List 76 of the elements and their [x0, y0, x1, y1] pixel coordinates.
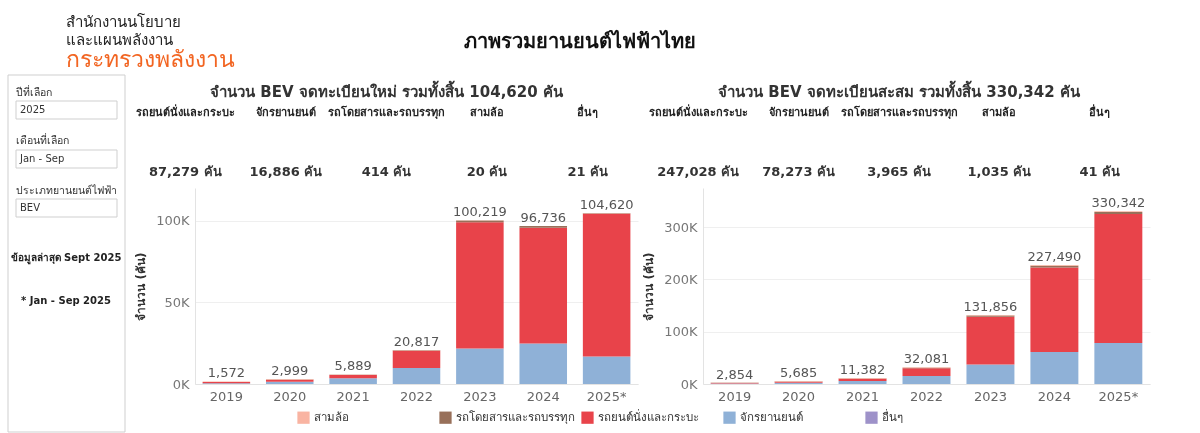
text: 21 คัน: [567, 164, 609, 179]
x-tick-label: 2020: [273, 388, 307, 404]
x-tick-label: 2022: [909, 388, 944, 404]
text: 2025: [20, 104, 46, 115]
text: 3,965 คัน: [867, 164, 931, 179]
x-tick-label: 2025*: [586, 388, 627, 404]
total-label: 11,382: [839, 362, 886, 378]
total-label: 227,490: [1027, 249, 1082, 265]
x-tick-label: 2023: [973, 388, 1007, 404]
y-tick-label: 200K: [664, 271, 698, 287]
text: เดือนที่เลือก: [16, 133, 69, 146]
total-label: 96,736: [520, 210, 566, 225]
legend-label: รถยนต์นั่งและกระบะ: [598, 408, 699, 424]
text: จักรยานยนต์: [255, 106, 316, 119]
text: อื่นๆ: [1089, 104, 1111, 119]
text: และแผนพลังงาน: [66, 31, 173, 49]
total-label: 5,685: [779, 365, 818, 381]
text: BEV: [20, 202, 41, 213]
x-tick-label: 2024: [526, 388, 560, 404]
text: สามล้อ: [982, 106, 1017, 119]
y-axis-title: จำนวน (คัน): [134, 252, 149, 321]
text: กระทรวงพลังงาน: [66, 46, 235, 72]
text: * Jan - Sep 2025: [21, 295, 111, 306]
text: ประเภทยานยนต์ไฟฟ้า: [16, 184, 117, 196]
total-label: 131,856: [963, 299, 1018, 315]
total-label: 2,999: [271, 363, 309, 379]
text: 87,279 คัน: [148, 164, 222, 179]
x-tick-label: 2021: [336, 388, 370, 404]
y-tick-label: 0K: [680, 376, 698, 392]
text: 414 คัน: [361, 164, 412, 179]
x-tick-label: 2024: [1037, 388, 1071, 404]
x-tick-label: 2025*: [1098, 388, 1139, 404]
text: สำนักงานนโยบาย: [66, 13, 181, 31]
text: รถยนต์นั่งและกระบะ: [648, 104, 748, 119]
y-tick-label: 100K: [664, 324, 698, 340]
legend-label: จักรยานยนต์: [740, 409, 803, 424]
legend-label: สามล้อ: [314, 409, 349, 424]
total-label: 20,817: [393, 334, 440, 349]
text: ปีที่เลือก: [16, 85, 52, 98]
y-tick-label: 100K: [156, 213, 190, 229]
y-tick-label: 0K: [172, 376, 190, 392]
x-tick-label: 2023: [463, 388, 497, 404]
text: 16,886 คัน: [249, 164, 323, 179]
total-label: 2,854: [716, 366, 754, 382]
chart-title: จำนวน BEV จดทะเบียนสะสม รวมทั้งสิ้น 330,342 คัน: [718, 80, 1081, 101]
x-tick-label: 2022: [399, 388, 434, 404]
text: รถยนต์นั่งและกระบะ: [135, 104, 235, 119]
x-tick-label: 2020: [782, 388, 816, 404]
x-tick-label: 2019: [718, 388, 752, 404]
total-label: 330,342: [1091, 195, 1146, 211]
x-tick-label: 2019: [209, 388, 243, 404]
text: 78,273 คัน: [762, 164, 835, 179]
text: 20 คัน: [466, 164, 508, 179]
text: รถโดยสารและรถบรรทุก: [840, 105, 958, 120]
text: จักรยานยนต์: [768, 106, 829, 119]
text: สามล้อ: [470, 106, 505, 119]
text: ภาพรวมยานยนต์ไฟฟ้าไทย: [464, 29, 696, 53]
text: อื่นๆ: [577, 104, 599, 119]
chart-title: จำนวน BEV จดทะเบียนใหม่ รวมทั้งสิ้น 104,620 คัน: [210, 80, 564, 101]
total-label: 100,219: [452, 204, 507, 220]
text: 41 คัน: [1079, 164, 1121, 179]
text: รถโดยสารและรถบรรทุก: [328, 105, 445, 120]
total-label: 32,081: [903, 351, 950, 367]
legend-label: อื่นๆ: [882, 408, 903, 424]
y-tick-label: 300K: [664, 219, 698, 235]
y-axis-title: จำนวน (คัน): [642, 252, 657, 321]
y-tick-label: 50K: [164, 294, 190, 310]
legend-label: รถโดยสารและรถบรรทุก: [456, 409, 575, 424]
text: Jan - Sep: [19, 153, 65, 164]
total-label: 104,620: [579, 197, 634, 213]
total-label: 5,889: [334, 358, 372, 374]
x-tick-label: 2021: [846, 388, 880, 404]
total-label: 1,572: [207, 365, 245, 381]
text: ข้อมูลล่าสุด Sept 2025: [10, 252, 122, 265]
text: 1,035 คัน: [967, 164, 1032, 179]
text: 247,028 คัน: [657, 164, 740, 179]
